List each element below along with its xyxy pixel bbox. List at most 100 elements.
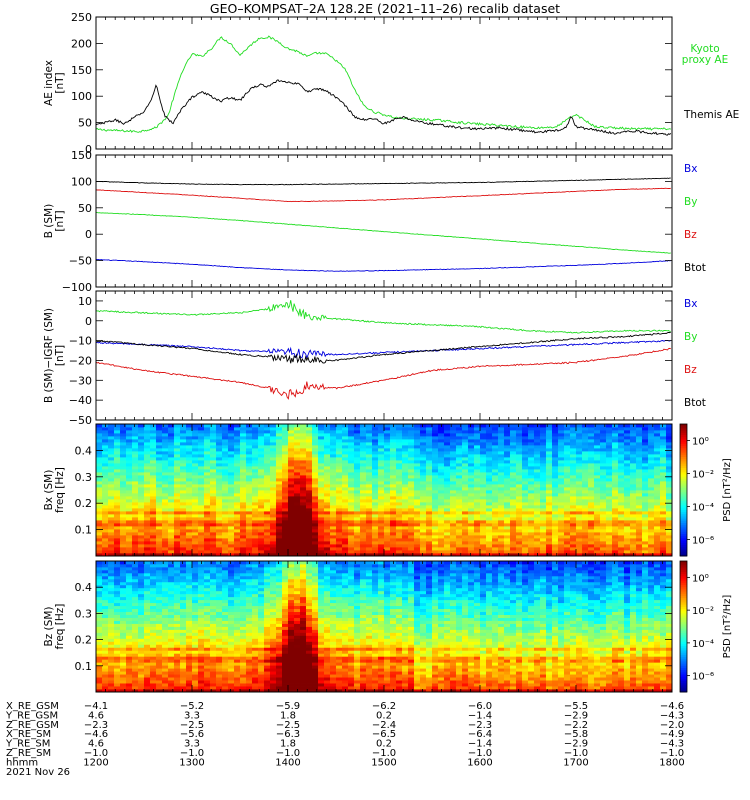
spectrogram-cell (132, 469, 139, 473)
spectrogram-cell (294, 436, 301, 440)
y-tick-label: −100 (62, 281, 92, 294)
spectrogram-cell (624, 424, 631, 428)
spectrogram-cell (540, 493, 547, 497)
spectrogram-cell (540, 475, 547, 479)
spectrogram-cell (276, 442, 283, 446)
spectrogram-cell (204, 496, 211, 500)
spectrogram-cell (558, 424, 565, 428)
spectrogram-cell (588, 460, 595, 464)
spectrogram-cell (522, 460, 529, 464)
spectrogram-cell (420, 484, 427, 488)
spectrogram-cell (486, 520, 493, 524)
spectrogram-cell (306, 475, 313, 479)
spectrogram-cell (630, 454, 637, 458)
spectrogram-cell (348, 490, 355, 494)
spectrogram-cell (360, 511, 367, 515)
spectrogram-cell (576, 427, 583, 431)
spectrogram-cell (132, 532, 139, 536)
colorbar-step (680, 527, 687, 531)
spectrogram-cell (630, 535, 637, 539)
spectrogram-cell (294, 517, 301, 521)
spectrogram-cell (648, 478, 655, 482)
spectrogram-cell (96, 439, 103, 443)
spectrogram-cell (210, 484, 217, 488)
spectrogram-cell (480, 469, 487, 473)
spectrogram-cell (258, 547, 265, 551)
spectrogram-cell (300, 451, 307, 455)
spectrogram-cell (636, 505, 643, 509)
spectrogram-cell (126, 526, 133, 530)
spectrogram-cell (102, 641, 109, 645)
spectrogram-cell (486, 502, 493, 506)
spectrogram-cell (510, 526, 517, 530)
spectrogram-cell (336, 517, 343, 521)
spectrogram-cell (492, 460, 499, 464)
spectrogram-cell (126, 445, 133, 449)
spectrogram-cell (486, 460, 493, 464)
spectrogram-cell (300, 547, 307, 551)
spectrogram-cell (240, 481, 247, 485)
spectrogram-cell (336, 508, 343, 512)
spectrogram-cell (252, 526, 259, 530)
spectrogram-cell (234, 463, 241, 467)
spectrogram-cell (540, 466, 547, 470)
spectrogram-cell (366, 436, 373, 440)
spectrogram-cell (624, 502, 631, 506)
spectrogram-cell (384, 448, 391, 452)
spectrogram-cell (474, 523, 481, 527)
spectrogram-cell (414, 538, 421, 542)
spectrogram-cell (108, 523, 115, 527)
spectrogram-cell (618, 490, 625, 494)
spectrogram-cell (654, 505, 661, 509)
spectrogram-cell (282, 460, 289, 464)
spectrogram-cell (336, 472, 343, 476)
spectrogram-cell (102, 665, 109, 669)
spectrogram-cell (96, 538, 103, 542)
spectrogram-cell (126, 529, 133, 533)
spectrogram-cell (138, 508, 145, 512)
colorbar-step (680, 432, 687, 436)
spectrogram-cell (594, 466, 601, 470)
spectrogram-cell (630, 499, 637, 503)
spectrogram-cell (432, 469, 439, 473)
spectrogram-cell (102, 653, 109, 657)
spectrogram-cell (150, 538, 157, 542)
spectrogram-cell (444, 553, 451, 557)
spectrogram-cell (216, 508, 223, 512)
spectrogram-cell (534, 541, 541, 545)
spectrogram-cell (456, 493, 463, 497)
colorbar-step (680, 457, 687, 460)
spectrogram-cell (654, 442, 661, 446)
spectrogram-cell (318, 457, 325, 461)
spectrogram-cell (132, 466, 139, 470)
spectrogram-cell (318, 517, 325, 521)
spectrogram-cell (324, 505, 331, 509)
spectrogram-cell (108, 550, 115, 554)
spectrogram-cell (540, 433, 547, 437)
spectrogram-cell (654, 466, 661, 470)
spectrogram-cell (102, 454, 109, 458)
spectrogram-cell (438, 460, 445, 464)
spectrogram-cell (648, 541, 655, 545)
spectrogram-cell (612, 511, 619, 515)
spectrogram-cell (258, 424, 265, 428)
spectrogram-cell (354, 436, 361, 440)
spectrogram-cell (180, 430, 187, 434)
spectrogram-cell (108, 647, 115, 651)
spectrogram-cell (564, 451, 571, 455)
series-line-kyoto-proxy-ae (96, 35, 671, 133)
spectrogram-cell (174, 451, 181, 455)
spectrogram-cell (642, 433, 649, 437)
spectrogram-cell (540, 532, 547, 536)
spectrogram-cell (288, 526, 295, 530)
spectrogram-cell (414, 457, 421, 461)
spectrogram-cell (336, 451, 343, 455)
spectrogram-cell (456, 547, 463, 551)
spectrogram-cell (210, 526, 217, 530)
spectrogram-cell (312, 526, 319, 530)
spectrogram-cell (192, 487, 199, 491)
spectrogram-cell (210, 511, 217, 515)
spectrogram-cell (438, 514, 445, 518)
spectrogram-cell (564, 526, 571, 530)
spectrogram-cell (330, 550, 337, 554)
